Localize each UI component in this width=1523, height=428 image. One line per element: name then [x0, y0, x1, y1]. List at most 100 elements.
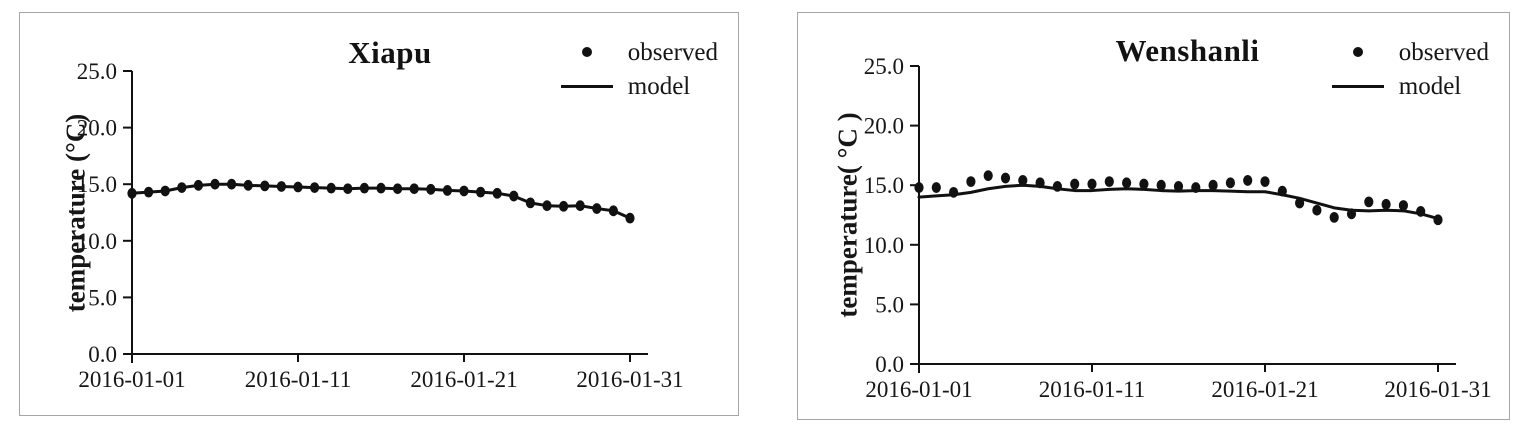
legend-marker-cell	[558, 47, 616, 57]
observed-point	[442, 185, 452, 196]
observed-point	[1070, 178, 1080, 190]
observed-point	[476, 186, 486, 198]
observed-point	[1225, 177, 1235, 189]
observed-point	[193, 179, 203, 191]
y-axis-label: temperature (°C)	[60, 113, 91, 313]
observed-point	[931, 182, 941, 193]
observed-point	[1173, 180, 1184, 192]
observed-point	[1104, 176, 1114, 188]
chart-title: Wenshanli	[1115, 33, 1260, 68]
observed-point	[1295, 197, 1305, 209]
observed-point	[1243, 175, 1253, 186]
observed-point	[326, 182, 336, 194]
observed-point	[492, 187, 502, 199]
plot-area-xiapu: 0.0 5.0 10.0 15.0 20.0 25.0 2016-01-01 2016-01-…	[77, 59, 684, 392]
x-tick-label: 2016-01-11	[245, 367, 351, 392]
observed-point	[276, 181, 286, 192]
y-tick-label: 5.0	[88, 285, 117, 310]
x-tick-label: 2016-01-01	[78, 367, 185, 392]
observed-point	[1035, 177, 1045, 189]
observed-point	[393, 183, 403, 195]
chart-panel-wenshanli: 0.0 5.0 10.0 15.0 20.0 25.0 2016-01-01 2016-01-…	[797, 12, 1510, 420]
legend: observed model	[1329, 35, 1489, 103]
y-tick-label: 25.0	[864, 54, 904, 79]
observed-point	[243, 179, 253, 191]
observed-point	[1191, 182, 1201, 193]
chart-panel-xiapu: 0.0 5.0 10.0 15.0 20.0 25.0 2016-01-01 2016-01-…	[19, 12, 739, 416]
model-line-icon	[560, 84, 613, 88]
legend: observed model	[558, 35, 718, 103]
observed-point	[949, 186, 959, 198]
x-tick-label: 2016-01-31	[1384, 377, 1491, 402]
observed-point	[1052, 180, 1062, 192]
model-line-icon	[1331, 84, 1384, 88]
observed-point	[1381, 198, 1391, 210]
observed-point	[1087, 178, 1097, 190]
observed-point	[1156, 179, 1166, 191]
observed-dot-icon	[581, 47, 592, 57]
plot-area-wenshanli: 0.0 5.0 10.0 15.0 20.0 25.0 2016-01-01 2016-01-…	[864, 54, 1492, 402]
observed-point	[1139, 178, 1149, 190]
observed-point	[1329, 211, 1339, 223]
y-tick-label: 5.0	[875, 292, 904, 317]
legend-observed-label: observed	[627, 38, 718, 66]
observed-point	[1364, 196, 1374, 208]
observed-point	[210, 178, 220, 190]
observed-point	[1000, 172, 1011, 184]
legend-model-label: model	[627, 72, 691, 100]
observed-point	[509, 190, 519, 202]
observed-point	[983, 170, 993, 182]
legend-model-label: model	[1398, 72, 1462, 100]
y-tick-label: 20.0	[864, 114, 904, 139]
observed-point	[1208, 179, 1218, 191]
observed-point	[409, 183, 419, 195]
x-tick-label: 2016-01-11	[1039, 377, 1145, 402]
legend-item-model: model	[558, 69, 718, 103]
observed-point	[1398, 200, 1408, 211]
legend-marker-cell	[1329, 84, 1387, 88]
y-tick-label: 25.0	[77, 59, 117, 84]
legend-item-observed: observed	[1329, 35, 1489, 69]
observed-dot-icon	[1352, 47, 1363, 57]
y-tick-label: 0.0	[88, 342, 117, 367]
x-tick-label: 2016-01-21	[1211, 377, 1318, 402]
chart-title: Xiapu	[348, 35, 432, 70]
legend-item-observed: observed	[558, 35, 718, 69]
observed-point	[525, 197, 535, 209]
observed-point	[1312, 204, 1322, 216]
observed-point	[914, 182, 924, 193]
observed-point	[227, 178, 237, 190]
x-tick-label: 2016-01-01	[865, 377, 972, 402]
observed-point	[625, 212, 635, 224]
observed-point	[592, 203, 602, 214]
observed-point	[359, 182, 369, 194]
y-tick-label: 15.0	[864, 173, 904, 198]
y-tick-label: 10.0	[864, 233, 904, 258]
observed-point	[144, 186, 154, 198]
observed-point	[293, 181, 303, 193]
x-tick-label: 2016-01-21	[410, 367, 517, 392]
observed-point	[343, 183, 353, 195]
observed-point	[310, 182, 320, 193]
observed-point	[127, 187, 137, 199]
y-axis-label: temperature( °C )	[832, 112, 863, 318]
legend-marker-cell	[1329, 47, 1387, 57]
observed-point	[1018, 175, 1028, 186]
observed-point	[1416, 206, 1426, 217]
observed-point	[1260, 176, 1270, 188]
y-tick-label: 0.0	[875, 352, 904, 377]
observed-point	[260, 180, 270, 192]
legend-item-model: model	[1329, 69, 1489, 103]
observed-point	[376, 182, 386, 194]
x-tick-label: 2016-01-31	[576, 367, 683, 392]
observed-point	[1122, 177, 1132, 189]
observed-point	[160, 185, 170, 197]
observed-point	[426, 183, 436, 195]
legend-observed-label: observed	[1398, 38, 1489, 66]
y-tick-label: 20.0	[77, 116, 117, 141]
observed-point	[1277, 185, 1287, 197]
y-tick-label: 15.0	[77, 172, 117, 197]
observed-point	[542, 200, 552, 212]
observed-point	[559, 200, 569, 212]
